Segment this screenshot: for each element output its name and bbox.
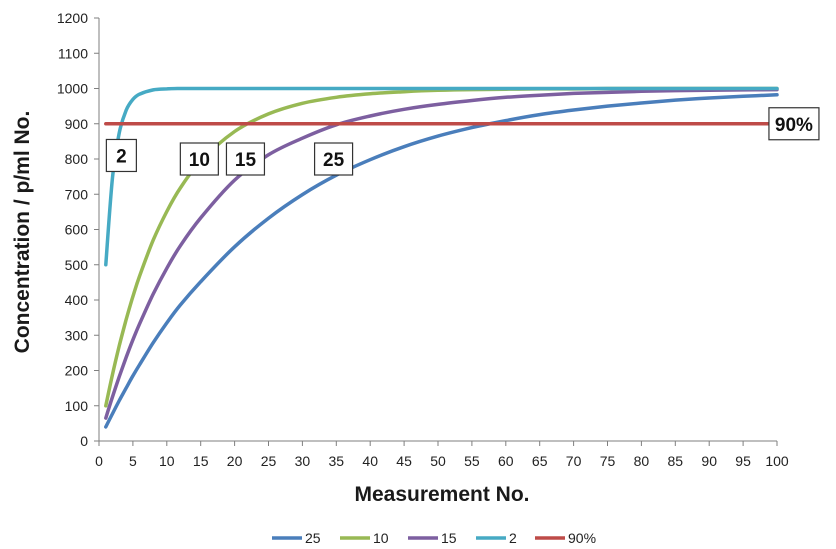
legend-item-90pct: 90% bbox=[535, 530, 596, 546]
annotation-box bbox=[768, 107, 820, 141]
x-tick-label: 75 bbox=[600, 453, 616, 469]
annotation-label: 25 bbox=[323, 150, 345, 171]
annotation-box bbox=[105, 138, 137, 173]
x-axis-ticks: 0 5 10 15 20 25 30 35 40 45 50 55 60 65 70 75 80 85 90 95 10… bbox=[95, 441, 789, 469]
legend-label: 90% bbox=[568, 530, 596, 546]
legend-label: 10 bbox=[373, 530, 389, 546]
x-tick-label: 85 bbox=[668, 453, 684, 469]
x-tick-label: 60 bbox=[498, 453, 514, 469]
y-tick-label: 700 bbox=[65, 186, 89, 202]
annotation-label: 10 bbox=[189, 150, 210, 171]
x-tick-label: 20 bbox=[227, 453, 243, 469]
x-tick-label: 100 bbox=[765, 453, 789, 469]
x-tick-label: 65 bbox=[532, 453, 548, 469]
x-tick-label: 25 bbox=[261, 453, 277, 469]
x-tick-label: 80 bbox=[634, 453, 650, 469]
series-line-15 bbox=[104, 87, 779, 420]
annotation-box bbox=[313, 142, 354, 176]
y-tick-label: 600 bbox=[65, 222, 89, 238]
annotation-box bbox=[179, 142, 219, 176]
y-tick-label: 200 bbox=[65, 363, 89, 379]
annotation-box bbox=[225, 142, 266, 176]
legend-item-10: 10 bbox=[340, 530, 389, 546]
annotation-layer: 2 10 15 25 90% bbox=[105, 107, 820, 176]
x-tick-label: 50 bbox=[430, 453, 446, 469]
legend-item-15: 15 bbox=[408, 530, 457, 546]
annotation-90pct: 90% bbox=[768, 107, 820, 141]
legend: 25 10 15 2 90% bbox=[272, 530, 596, 546]
x-tick-label: 0 bbox=[95, 453, 103, 469]
annotation-15: 15 bbox=[225, 142, 266, 176]
legend-item-2: 2 bbox=[476, 530, 517, 546]
y-tick-label: 0 bbox=[80, 433, 88, 449]
legend-item-25: 25 bbox=[272, 530, 321, 546]
series-layer bbox=[104, 86, 779, 429]
y-axis-ticks: 0 100 200 300 400 500 600 700 800 900 1000 1100 1200 bbox=[57, 10, 99, 449]
annotation-2: 2 bbox=[105, 138, 137, 173]
legend-label: 25 bbox=[305, 530, 321, 546]
annotation-25: 25 bbox=[313, 142, 354, 176]
y-tick-label: 500 bbox=[65, 257, 89, 273]
x-tick-label: 35 bbox=[329, 453, 345, 469]
x-tick-label: 5 bbox=[129, 453, 137, 469]
x-tick-label: 15 bbox=[193, 453, 209, 469]
legend-label: 15 bbox=[441, 530, 457, 546]
y-tick-label: 300 bbox=[65, 327, 89, 343]
annotation-label: 90% bbox=[775, 115, 813, 136]
x-tick-label: 95 bbox=[735, 453, 751, 469]
x-tick-label: 70 bbox=[566, 453, 582, 469]
y-tick-label: 400 bbox=[65, 292, 89, 308]
x-tick-label: 40 bbox=[362, 453, 378, 469]
y-tick-label: 1100 bbox=[58, 45, 88, 61]
x-tick-label: 55 bbox=[464, 453, 480, 469]
annotation-label: 2 bbox=[116, 146, 127, 167]
y-tick-label: 1200 bbox=[57, 10, 88, 26]
y-tick-label: 1000 bbox=[57, 81, 88, 97]
y-tick-label: 100 bbox=[65, 398, 89, 414]
series-line-2 bbox=[104, 86, 779, 267]
y-axis-title: Concentration / p/ml No. bbox=[11, 111, 34, 354]
x-tick-label: 10 bbox=[159, 453, 175, 469]
annotation-10: 10 bbox=[179, 142, 219, 176]
legend-label: 2 bbox=[509, 530, 517, 546]
x-axis-title: Measurement No. bbox=[354, 483, 529, 506]
y-tick-label: 900 bbox=[65, 116, 89, 132]
x-tick-label: 30 bbox=[295, 453, 311, 469]
x-tick-label: 45 bbox=[396, 453, 412, 469]
y-tick-label: 800 bbox=[65, 151, 89, 167]
x-tick-label: 90 bbox=[701, 453, 717, 469]
annotation-label: 15 bbox=[235, 150, 257, 171]
